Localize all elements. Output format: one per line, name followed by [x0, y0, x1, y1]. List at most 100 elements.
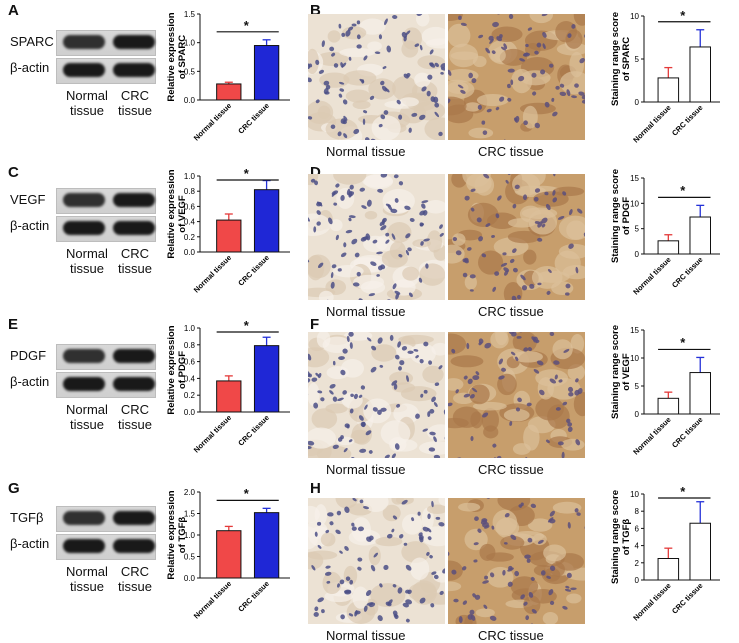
y-tick-label: 1.0: [184, 39, 196, 48]
panel-letter: H: [310, 480, 321, 497]
lane-label-line: tissue: [66, 417, 108, 432]
target-blot: [56, 344, 156, 370]
lane-label-line: tissue: [118, 579, 152, 594]
bar-crc: [254, 46, 278, 100]
micrograph-label: Normal tissue: [326, 144, 405, 159]
lane-label-line: Normal: [66, 564, 108, 579]
y-tick-label: 8: [635, 507, 640, 516]
blot-marker-label: SPARC: [10, 34, 54, 49]
x-tick-label: CRC tissue: [236, 413, 271, 448]
blot-band: [113, 377, 155, 391]
significance-star: *: [680, 335, 685, 350]
y-tick-label: 1.0: [184, 531, 196, 540]
x-tick-label: CRC tissue: [236, 101, 271, 136]
y-axis-label: Relative expression: [166, 325, 177, 414]
blot-band: [63, 193, 105, 207]
panel-letter: C: [8, 164, 19, 181]
actin-blot: [56, 372, 156, 398]
blot-band: [63, 349, 105, 363]
blot-band: [113, 511, 155, 525]
y-tick-label: 4: [635, 542, 640, 551]
blot-loading-label: β-actin: [10, 374, 49, 389]
lane-label-line: CRC: [118, 402, 152, 417]
y-tick-label: 0.0: [184, 96, 196, 105]
lane-label-line: tissue: [118, 417, 152, 432]
y-axis-label: of VEGF: [177, 195, 188, 233]
y-tick-label: 1.0: [184, 324, 196, 333]
panel-letter: G: [8, 480, 20, 497]
micrograph-crc: [448, 174, 585, 300]
blot-band: [63, 377, 105, 391]
target-blot: [56, 506, 156, 532]
micrograph-label: CRC tissue: [478, 462, 544, 477]
y-axis-label: Staining range score: [610, 12, 621, 106]
bar-normal: [217, 220, 241, 252]
blot-band: [63, 35, 105, 49]
micrograph-crc: [448, 332, 585, 458]
y-tick-label: 0.8: [184, 187, 196, 196]
y-tick-label: 0.6: [184, 202, 196, 211]
blot-marker-label: TGFβ: [10, 510, 43, 525]
y-tick-label: 0.8: [184, 341, 196, 350]
y-tick-label: 0: [635, 576, 640, 585]
y-tick-label: 15: [630, 174, 639, 183]
y-axis-label: Staining range score: [610, 490, 621, 584]
lane-label-line: Normal: [66, 402, 108, 417]
x-tick-label: CRC tissue: [670, 415, 705, 450]
lane-label-line: tissue: [66, 103, 108, 118]
x-tick-label: Normal tissue: [631, 103, 672, 144]
blot-band: [63, 539, 105, 553]
y-axis-label: of TGFβ: [621, 519, 632, 556]
ihc-micrograph: [308, 14, 445, 140]
y-axis-label: Relative expression: [166, 169, 177, 258]
blot-band: [113, 221, 155, 235]
bar-normal: [658, 398, 679, 414]
y-tick-label: 5: [635, 225, 640, 234]
blot-marker-label: PDGF: [10, 348, 46, 363]
bar-normal: [217, 84, 241, 100]
y-tick-label: 10: [630, 354, 639, 363]
blot-band: [63, 511, 105, 525]
lane-label-line: tissue: [66, 261, 108, 276]
micrograph-crc: [448, 498, 585, 624]
actin-blot: [56, 58, 156, 84]
x-tick-label: CRC tissue: [236, 579, 271, 614]
x-tick-label: Normal tissue: [192, 579, 233, 620]
bar-normal: [217, 531, 241, 578]
x-tick-label: CRC tissue: [670, 255, 705, 290]
panel-letter: A: [8, 2, 19, 19]
bar-crc: [254, 190, 278, 252]
x-tick-label: Normal tissue: [192, 101, 233, 142]
blot-band: [63, 221, 105, 235]
ihc-micrograph: [448, 498, 585, 624]
significance-star: *: [244, 166, 249, 181]
y-tick-label: 2: [635, 559, 640, 568]
y-axis-label: Staining range score: [610, 169, 621, 263]
y-tick-label: 1.5: [184, 510, 196, 519]
y-axis-label: of SPARC: [621, 37, 632, 81]
y-tick-label: 0.0: [184, 574, 196, 583]
actin-blot: [56, 216, 156, 242]
y-tick-label: 6: [635, 524, 640, 533]
lane-label-line: CRC: [118, 564, 152, 579]
bar-normal: [658, 241, 679, 254]
y-tick-label: 2.0: [184, 488, 196, 497]
x-tick-label: Normal tissue: [631, 255, 672, 296]
blot-loading-label: β-actin: [10, 60, 49, 75]
bar-crc: [690, 373, 711, 414]
blot-marker-label: VEGF: [10, 192, 45, 207]
y-tick-label: 1.0: [184, 172, 196, 181]
y-tick-label: 10: [630, 199, 639, 208]
